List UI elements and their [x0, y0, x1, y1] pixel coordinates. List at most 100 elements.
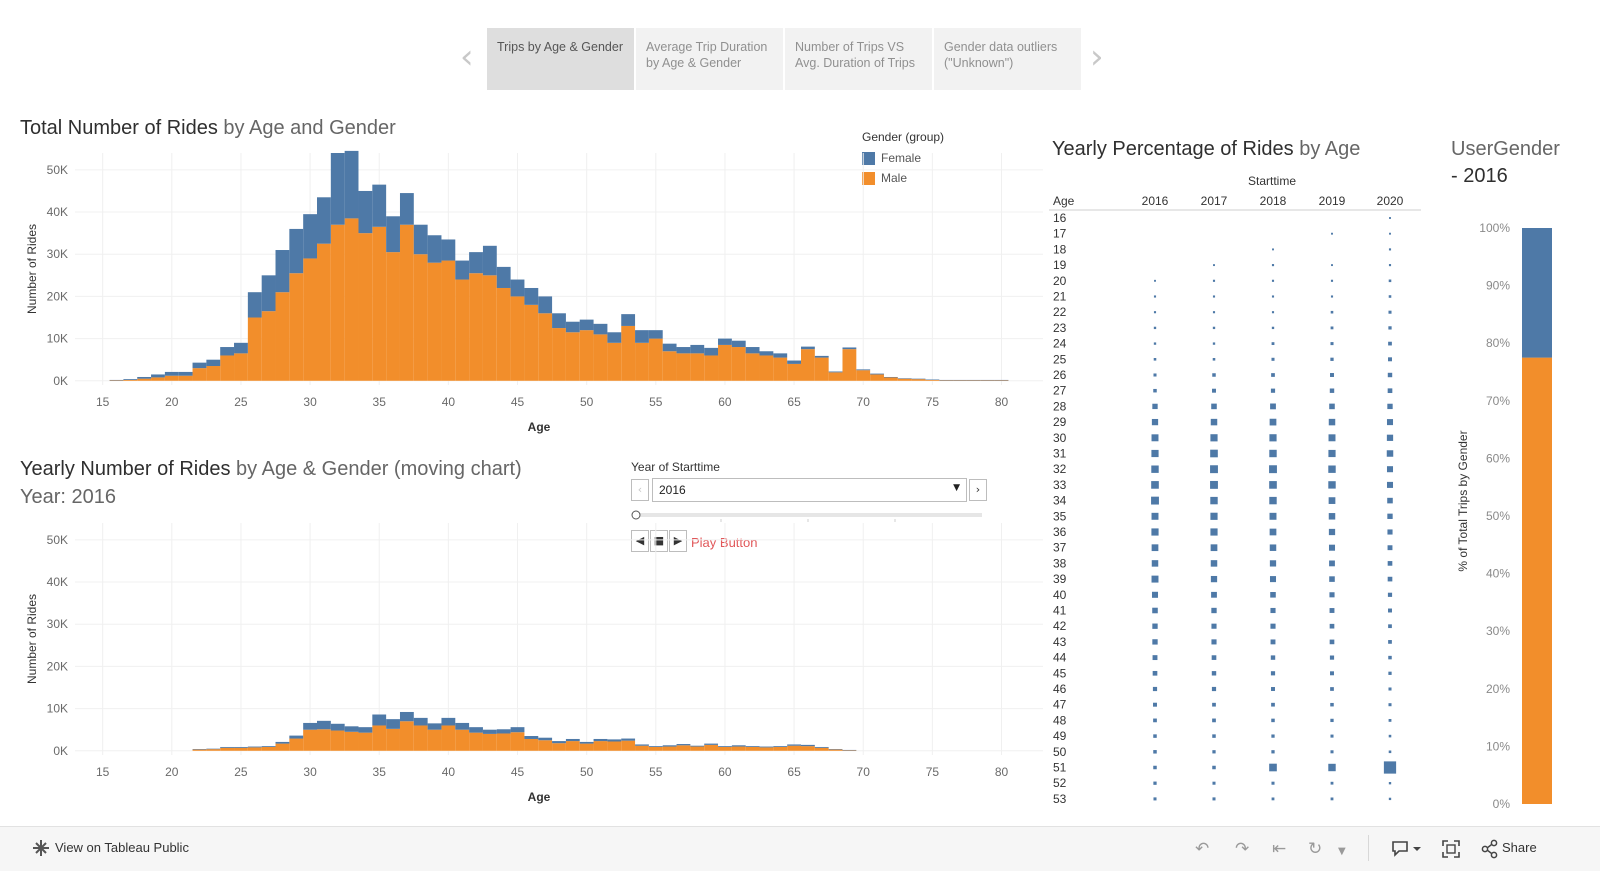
story-tab-trips-by-age-gender[interactable]: Trips by Age & Gender [487, 28, 634, 90]
chart3-mark [1212, 373, 1216, 377]
play-forward-button[interactable]: ▶ [669, 530, 687, 552]
chart3-mark [1271, 342, 1275, 346]
view-on-tableau-public-link[interactable]: View on Tableau Public [55, 840, 189, 855]
chart3-row-header: Age [1053, 194, 1075, 208]
story-tab-average-trip-duration[interactable]: Average Trip Duration by Age & Gender [636, 28, 783, 90]
year-dropdown[interactable]: 2016 ▼ [652, 478, 967, 502]
toolbar-divider [1368, 835, 1369, 861]
chart4-bar-male [1522, 357, 1552, 804]
chart1-y-axis-title: Number of Rides [25, 224, 39, 314]
chart2-x-tick-label: 15 [96, 765, 110, 779]
chart2-bar-male [441, 725, 456, 751]
chart2-moving-histogram[interactable]: 15 20 25 30 35 40 45 50 55 60 65 70 75 80 0K 10K 20K 30K 4… [0, 515, 1045, 810]
chart3-mark [1388, 264, 1392, 267]
chart3-mark [1386, 466, 1394, 473]
chart3-mark [1153, 765, 1157, 770]
chart2-y-tick-label: 0K [53, 744, 68, 758]
play-back-button[interactable]: ◀ [631, 530, 649, 552]
chart3-mark [1212, 750, 1216, 754]
chart4-y-tick-label: 60% [1486, 451, 1510, 465]
chart3-mark [1270, 388, 1276, 393]
revert-icon[interactable]: ⇤ [1272, 839, 1287, 859]
chart1-bar-female [386, 216, 400, 253]
year-prev-button[interactable]: ‹ [631, 479, 649, 501]
chart2-bar-male [275, 743, 290, 751]
chart3-mark [1210, 575, 1218, 583]
chart3-mark [1153, 311, 1157, 314]
undo-icon[interactable]: ↶ [1195, 839, 1210, 859]
chart2-bar-female [828, 749, 843, 750]
chart1-bar-male [870, 374, 884, 381]
chart1-bar-female [164, 371, 179, 376]
chart1-bar-male [261, 311, 276, 381]
chart3-mark [1269, 544, 1277, 551]
story-prev-icon[interactable]: ‹ [460, 37, 474, 77]
year-slider-handle[interactable] [631, 510, 641, 520]
chart2-bar-male [621, 740, 636, 751]
chart3-mark [1387, 545, 1393, 551]
chart2-bar-female [441, 717, 456, 726]
chart2-bar-female [469, 727, 483, 733]
chart3-mark [1269, 763, 1277, 772]
legend-title: Gender (group) [862, 130, 945, 144]
chart1-bar-male [164, 375, 179, 381]
chart2-x-tick-label: 70 [857, 765, 871, 779]
chart2-x-tick-label: 30 [303, 765, 317, 779]
chart1-bar-male [994, 380, 1009, 381]
share-button[interactable]: Share [1502, 840, 1537, 855]
stop-button[interactable]: ■ [650, 530, 668, 552]
chart3-mark [1329, 608, 1335, 613]
chart1-x-tick-label: 60 [718, 395, 732, 409]
chart3-mark [1269, 465, 1277, 474]
chart3-mark [1387, 497, 1393, 504]
chart3-mark [1330, 718, 1334, 723]
chart1-bar-male [911, 379, 926, 381]
play-button-label: Play Button [691, 535, 758, 550]
chart3-mark [1271, 311, 1275, 314]
chart2-bar-female [648, 746, 663, 747]
share-icon[interactable] [1481, 839, 1499, 859]
chart2-bar-female [690, 745, 705, 747]
chart3-mark [1387, 372, 1393, 378]
redo-icon[interactable]: ↷ [1235, 839, 1250, 859]
chart3-mark [1388, 624, 1392, 629]
chart3-column-header: Starttime [1248, 174, 1296, 188]
chart1-bar-female [704, 347, 719, 356]
chart2-bar-female [482, 729, 497, 734]
chart2-bar-male [828, 749, 843, 751]
chart1-bar-male [137, 378, 152, 381]
year-next-button[interactable]: › [969, 479, 987, 501]
fullscreen-icon[interactable] [1441, 839, 1461, 859]
chart3-mark [1271, 373, 1275, 377]
chart3-mark [1153, 342, 1157, 345]
chart2-bar-male [289, 738, 304, 751]
chart4-y-tick-label: 10% [1486, 739, 1510, 753]
legend-item-female[interactable]: Female [862, 148, 944, 168]
year-slider[interactable] [628, 505, 988, 525]
chart1-bar-female [648, 330, 663, 339]
legend-item-male[interactable]: Male [862, 168, 944, 188]
chart3-mark [1388, 326, 1392, 330]
chart1-bar-female [814, 355, 829, 358]
refresh-menu-chevron-icon[interactable]: ▼ [1338, 846, 1346, 857]
chart3-mark [1152, 639, 1158, 645]
chart4-gender-share[interactable]: 0% 10% 20% 30% 40% 50% 60% 70% 80% 90% 100% % of To… [1440, 195, 1600, 815]
story-next-icon[interactable]: › [1090, 37, 1104, 77]
chart1-bar-male [759, 355, 774, 381]
refresh-icon[interactable]: ↻ [1308, 839, 1323, 859]
chart2-bar-male [773, 746, 788, 751]
story-tab-trips-vs-duration[interactable]: Number of Trips VS Avg. Duration of Trip… [785, 28, 932, 90]
comment-icon[interactable] [1392, 840, 1426, 858]
chart3-mark [1153, 750, 1157, 754]
chart3-mark [1212, 718, 1216, 723]
chart3-mark [1211, 639, 1217, 645]
story-tab-gender-outliers[interactable]: Gender data outliers ("Unknown") [934, 28, 1081, 90]
chart1-histogram[interactable]: 15 20 25 30 35 40 45 50 55 60 65 70 75 80 0K 10K 20K 30K 4… [0, 145, 1045, 440]
chart4-y-tick-label: 50% [1486, 509, 1510, 523]
chart3-row-label: 41 [1053, 604, 1067, 618]
chart1-x-tick-label: 40 [442, 395, 456, 409]
chart1-bar-male [538, 313, 553, 381]
chart2-bar-male [427, 729, 442, 751]
chart1-bar-male [635, 342, 649, 381]
